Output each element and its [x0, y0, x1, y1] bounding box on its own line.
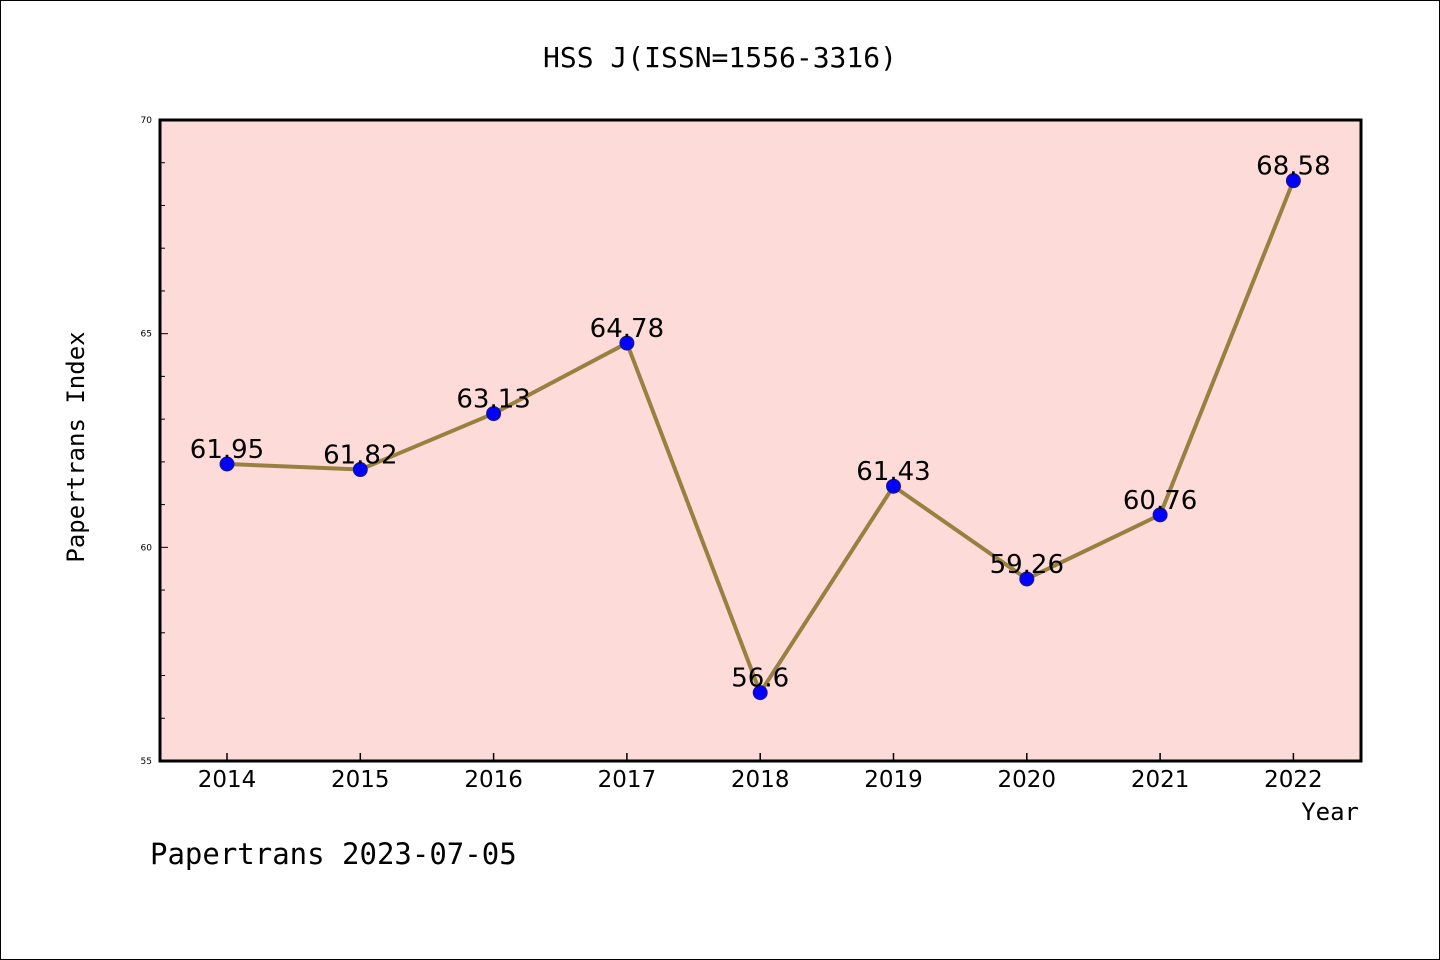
x-tick-label: 2017 — [598, 767, 657, 793]
data-point-marker — [886, 478, 901, 494]
data-point-marker — [1019, 571, 1035, 587]
y-tick-label: 60 — [141, 543, 153, 553]
data-point-marker — [1152, 507, 1168, 523]
y-tick-label: 70 — [141, 116, 153, 126]
x-tick-label: 2020 — [998, 767, 1057, 793]
data-label: 61.82 — [323, 441, 397, 471]
data-label: 64.78 — [590, 314, 664, 344]
y-tick-label: 55 — [141, 757, 152, 767]
data-point-marker — [219, 456, 235, 472]
x-tick-label: 2019 — [864, 767, 923, 793]
x-axis: 2014 2015 2016 2017 2018 2019 2020 2021 2022 — [198, 753, 1323, 793]
data-label: 60.76 — [1123, 486, 1197, 516]
data-point-marker — [752, 685, 768, 701]
y-axis: 55 60 65 70 — [141, 116, 168, 767]
x-tick-label: 2014 — [198, 767, 257, 793]
data-label: 68.58 — [1256, 152, 1330, 182]
y-tick-label: 65 — [141, 330, 152, 340]
x-tick-label: 2021 — [1131, 767, 1190, 793]
data-point-marker — [1285, 173, 1301, 189]
x-tick-label: 2022 — [1264, 767, 1323, 793]
chart-title: HSS J(ISSN=1556-3316) — [543, 41, 897, 74]
footer-date-text: Papertrans 2023-07-05 — [150, 837, 517, 871]
x-axis-title: Year — [1301, 798, 1359, 826]
data-label: 63.13 — [456, 385, 530, 415]
data-label: 59.26 — [990, 550, 1064, 580]
data-label: 56.6 — [731, 664, 789, 694]
x-tick-label: 2015 — [331, 767, 390, 793]
data-labels: 61.95 61.82 63.13 64.78 56.6 61.43 59.26 60.76 6… — [190, 152, 1331, 694]
data-label: 61.43 — [856, 457, 930, 487]
data-markers — [219, 173, 1301, 701]
y-axis-title: Papertrans Index — [62, 331, 90, 562]
data-point-marker — [619, 335, 635, 351]
x-tick-label: 2018 — [731, 767, 790, 793]
data-label: 61.95 — [190, 435, 264, 465]
plot-area — [158, 118, 1363, 763]
x-tick-label: 2016 — [464, 767, 523, 793]
data-point-marker — [352, 462, 368, 478]
data-point-marker — [486, 406, 502, 422]
